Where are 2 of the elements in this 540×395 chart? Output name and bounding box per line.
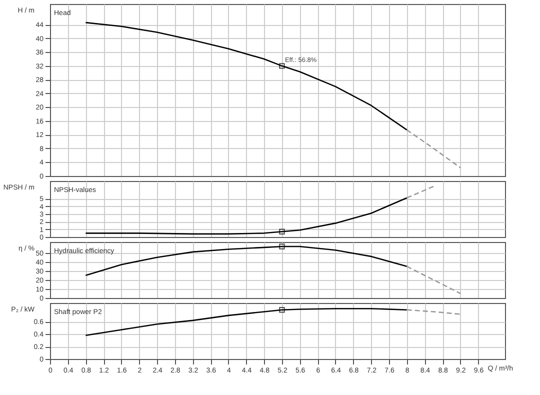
line-series bbox=[85, 197, 408, 235]
line-series bbox=[85, 22, 408, 131]
